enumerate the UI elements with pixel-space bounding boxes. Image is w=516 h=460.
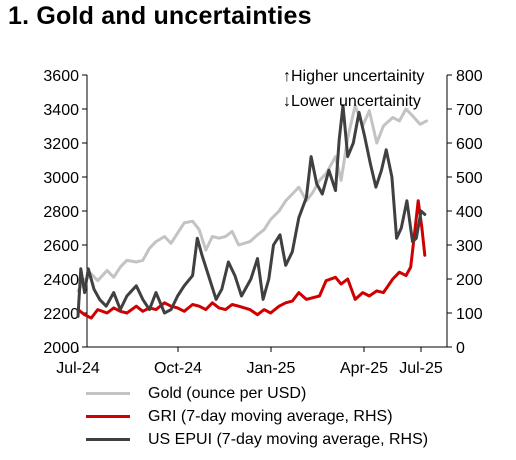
- right-axis-tick-label: 600: [456, 136, 483, 153]
- legend-item-gold: Gold (ounce per USD): [86, 382, 428, 405]
- legend-item-epui: US EPUI (7-day moving average, RHS): [86, 428, 428, 451]
- left-axis-tick-label: 3000: [43, 170, 79, 187]
- legend-swatch-epui: [86, 438, 130, 441]
- series-line-gold: [76, 104, 429, 293]
- left-axis-tick-label: 2800: [43, 204, 79, 221]
- left-axis-tick-label: 2200: [43, 306, 79, 323]
- left-axis-tick-label: 3200: [43, 136, 79, 153]
- series-lines: [76, 104, 429, 320]
- left-axis-tick-label: 2000: [43, 340, 79, 357]
- axes: 2000 2200 2400 2600 2800 3000 3200 3400 3600 0 100…: [43, 68, 482, 377]
- legend-label-epui: US EPUI (7-day moving average, RHS): [148, 430, 429, 448]
- annotation-lower-uncertainty: ↓Lower uncertainity: [283, 93, 421, 110]
- right-axis-tick-label: 300: [456, 238, 483, 255]
- series-line-epui: [76, 104, 427, 318]
- x-axis-tick-label: Apr-25: [340, 360, 388, 377]
- left-axis-tick-label: 2400: [43, 272, 79, 289]
- right-axis-tick-label: 0: [456, 340, 465, 357]
- x-axis-tick-label: Jul-24: [56, 360, 100, 377]
- legend-item-gri: GRI (7-day moving average, RHS): [86, 405, 428, 428]
- right-axis-tick-label: 800: [456, 68, 483, 85]
- legend-swatch-gri: [86, 415, 130, 418]
- legend-label-gri: GRI (7-day moving average, RHS): [148, 407, 393, 425]
- x-axis-tick-label: Jan-25: [247, 360, 296, 377]
- right-axis-tick-label: 100: [456, 306, 483, 323]
- chart-title: 1. Gold and uncertainties: [8, 2, 312, 30]
- right-axis-tick-label: 200: [456, 272, 483, 289]
- right-axis-tick-label: 700: [456, 102, 483, 119]
- left-axis-tick-label: 2600: [43, 238, 79, 255]
- x-axis-tick-label: Oct-24: [154, 360, 202, 377]
- right-axis-tick-label: 400: [456, 204, 483, 221]
- right-axis-tick-label: 500: [456, 170, 483, 187]
- legend-label-gold: Gold (ounce per USD): [148, 384, 307, 402]
- annotation-higher-uncertainty: ↑Higher uncertainity: [283, 68, 424, 85]
- legend: Gold (ounce per USD) GRI (7-day moving a…: [86, 382, 428, 451]
- left-axis-tick-label: 3400: [43, 102, 79, 119]
- legend-swatch-gold: [86, 392, 130, 395]
- series-line-gri: [76, 199, 427, 320]
- x-axis-tick-label: Jul-25: [399, 360, 443, 377]
- left-axis-tick-label: 3600: [43, 68, 79, 85]
